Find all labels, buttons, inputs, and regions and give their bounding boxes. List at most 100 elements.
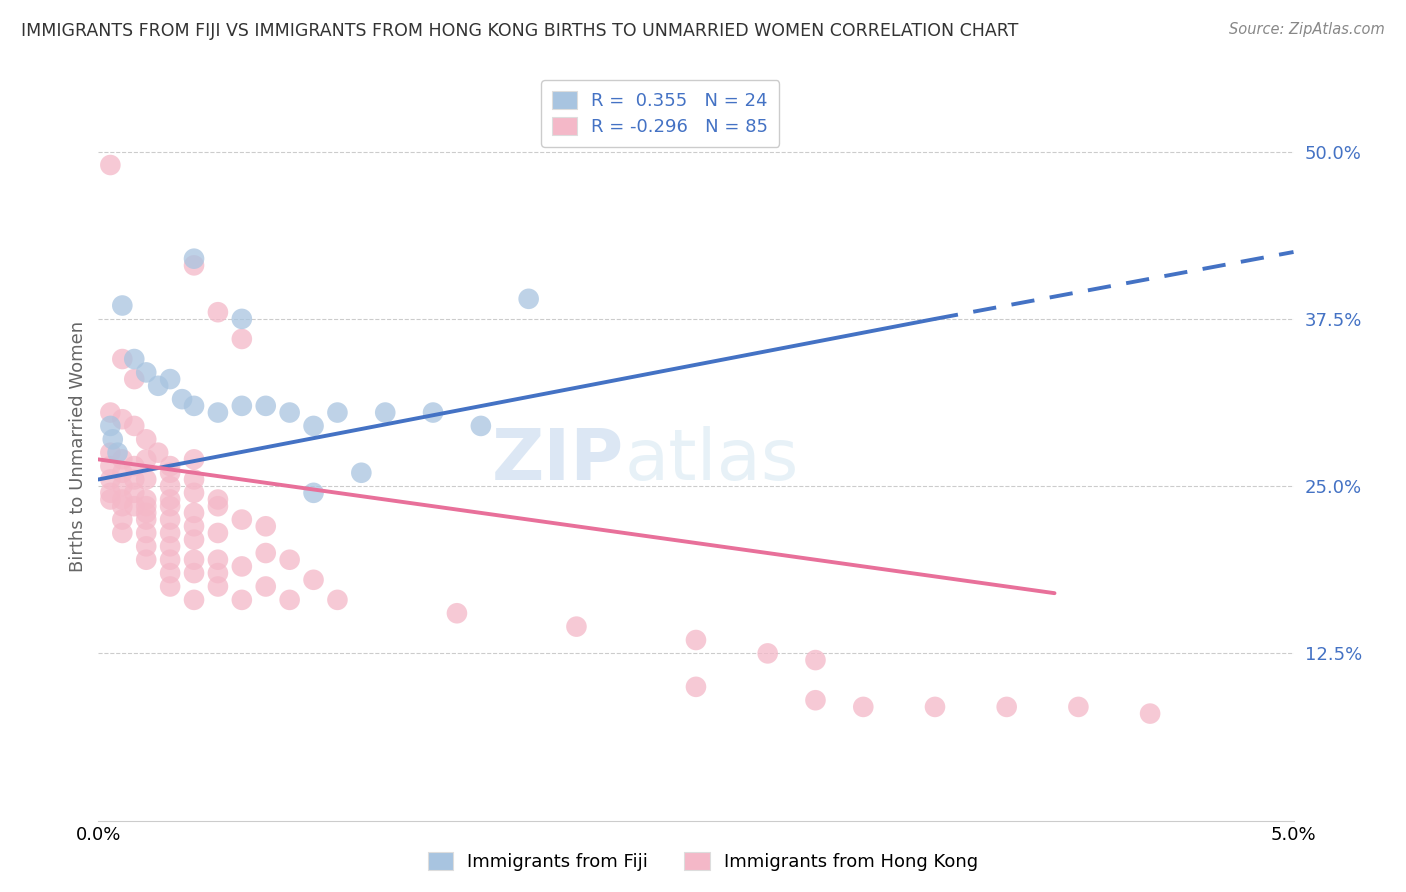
Point xyxy=(231,513,253,527)
Legend: R =  0.355   N = 24, R = -0.296   N = 85: R = 0.355 N = 24, R = -0.296 N = 85 xyxy=(541,80,779,147)
Point xyxy=(207,566,229,581)
Point xyxy=(159,580,181,594)
Point xyxy=(98,473,122,487)
Point xyxy=(159,526,181,541)
Point xyxy=(924,699,946,714)
Point xyxy=(207,406,229,420)
Point xyxy=(159,566,181,581)
Point xyxy=(172,392,194,407)
Point xyxy=(183,259,205,273)
Point xyxy=(756,646,779,660)
Point xyxy=(159,492,181,507)
Point xyxy=(111,466,134,480)
Point xyxy=(183,399,205,413)
Point xyxy=(124,500,146,514)
Point xyxy=(995,699,1018,714)
Point xyxy=(107,446,129,460)
Point xyxy=(254,399,277,413)
Point xyxy=(326,593,349,607)
Point xyxy=(124,486,146,500)
Point xyxy=(159,500,181,514)
Point xyxy=(135,513,157,527)
Point xyxy=(124,473,146,487)
Text: Source: ZipAtlas.com: Source: ZipAtlas.com xyxy=(1229,22,1385,37)
Text: IMMIGRANTS FROM FIJI VS IMMIGRANTS FROM HONG KONG BIRTHS TO UNMARRIED WOMEN CORR: IMMIGRANTS FROM FIJI VS IMMIGRANTS FROM … xyxy=(21,22,1018,40)
Point xyxy=(98,158,122,172)
Point xyxy=(124,459,146,474)
Point xyxy=(98,486,122,500)
Point xyxy=(111,452,134,467)
Point xyxy=(231,593,253,607)
Point xyxy=(111,479,134,493)
Point xyxy=(207,580,229,594)
Point xyxy=(98,406,122,420)
Point xyxy=(159,372,181,386)
Point xyxy=(135,452,157,467)
Point xyxy=(98,446,122,460)
Point xyxy=(207,305,229,319)
Point xyxy=(852,699,875,714)
Point xyxy=(135,506,157,520)
Point xyxy=(98,419,122,434)
Point xyxy=(148,446,170,460)
Point xyxy=(135,526,157,541)
Point xyxy=(804,693,827,707)
Point xyxy=(446,607,468,621)
Point xyxy=(183,452,205,467)
Point xyxy=(111,352,134,367)
Point xyxy=(101,433,124,447)
Point xyxy=(159,513,181,527)
Point xyxy=(159,553,181,567)
Point xyxy=(183,593,205,607)
Point xyxy=(124,419,146,434)
Point xyxy=(374,406,396,420)
Point xyxy=(350,466,373,480)
Point xyxy=(159,466,181,480)
Point xyxy=(183,473,205,487)
Point xyxy=(207,526,229,541)
Point xyxy=(159,459,181,474)
Point xyxy=(183,519,205,533)
Point xyxy=(231,399,253,413)
Point xyxy=(183,533,205,547)
Point xyxy=(135,433,157,447)
Point xyxy=(207,553,229,567)
Point xyxy=(124,352,146,367)
Point xyxy=(98,492,122,507)
Point xyxy=(135,539,157,553)
Point xyxy=(111,299,134,313)
Point xyxy=(183,566,205,581)
Point xyxy=(124,372,146,386)
Point xyxy=(517,292,540,306)
Text: ZIP: ZIP xyxy=(492,426,624,495)
Point xyxy=(278,593,301,607)
Point xyxy=(685,633,707,648)
Point xyxy=(326,406,349,420)
Point xyxy=(135,473,157,487)
Point xyxy=(685,680,707,694)
Y-axis label: Births to Unmarried Women: Births to Unmarried Women xyxy=(69,320,87,572)
Point xyxy=(135,366,157,380)
Point xyxy=(135,492,157,507)
Point xyxy=(302,419,325,434)
Point xyxy=(159,479,181,493)
Point xyxy=(111,513,134,527)
Point xyxy=(111,412,134,426)
Point xyxy=(135,553,157,567)
Point xyxy=(207,492,229,507)
Point xyxy=(183,486,205,500)
Point xyxy=(422,406,444,420)
Text: atlas: atlas xyxy=(624,426,799,495)
Point xyxy=(231,332,253,346)
Point xyxy=(254,519,277,533)
Point xyxy=(302,573,325,587)
Point xyxy=(135,500,157,514)
Point xyxy=(231,312,253,326)
Point xyxy=(159,539,181,553)
Point xyxy=(804,653,827,667)
Point xyxy=(207,500,229,514)
Point xyxy=(111,526,134,541)
Point xyxy=(183,252,205,266)
Point xyxy=(98,459,122,474)
Point xyxy=(565,620,588,634)
